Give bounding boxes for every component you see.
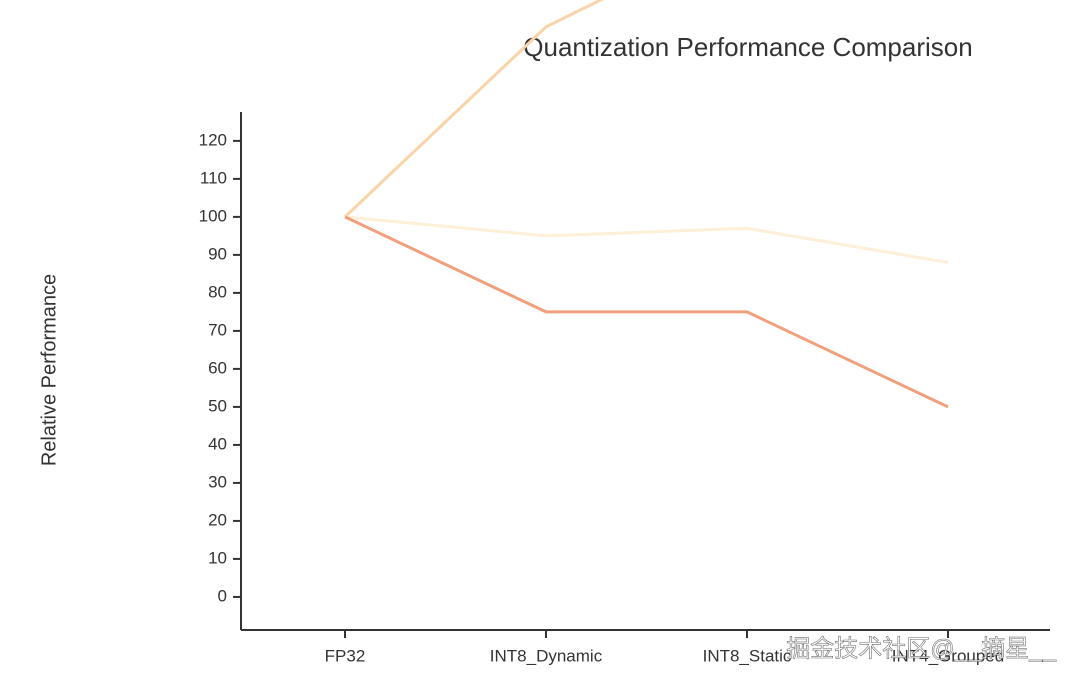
y-tick-label: 40 — [208, 434, 227, 453]
y-axis-label: Relative Performance — [38, 274, 60, 466]
x-tick-label: INT8_Static — [703, 646, 792, 665]
y-tick-label: 60 — [208, 358, 227, 377]
y-tick-label: 30 — [208, 472, 227, 491]
y-tick-label: 80 — [208, 282, 227, 301]
y-tick-label: 50 — [208, 396, 227, 415]
watermark: 掘金技术社区@__摘星__ — [786, 635, 1056, 662]
y-tick-label: 110 — [200, 168, 227, 187]
series-line — [344, 215, 949, 264]
y-tick-label: 0 — [218, 586, 227, 605]
y-tick-label: 120 — [199, 130, 227, 149]
series-line — [343, 0, 605, 218]
y-tick-label: 20 — [208, 510, 227, 529]
x-tick-label: INT4_Grouped — [892, 646, 1004, 665]
y-tick-label: 70 — [208, 320, 227, 339]
y-tick-label: 10 — [208, 548, 227, 567]
x-tick-label: FP32 — [325, 646, 366, 665]
x-tick-label: INT8_Dynamic — [490, 646, 603, 665]
y-tick-label: 100 — [199, 206, 227, 225]
y-tick-label: 90 — [208, 244, 227, 263]
series-line — [344, 215, 949, 409]
chart-title: Quantization Performance Comparison — [523, 32, 972, 62]
